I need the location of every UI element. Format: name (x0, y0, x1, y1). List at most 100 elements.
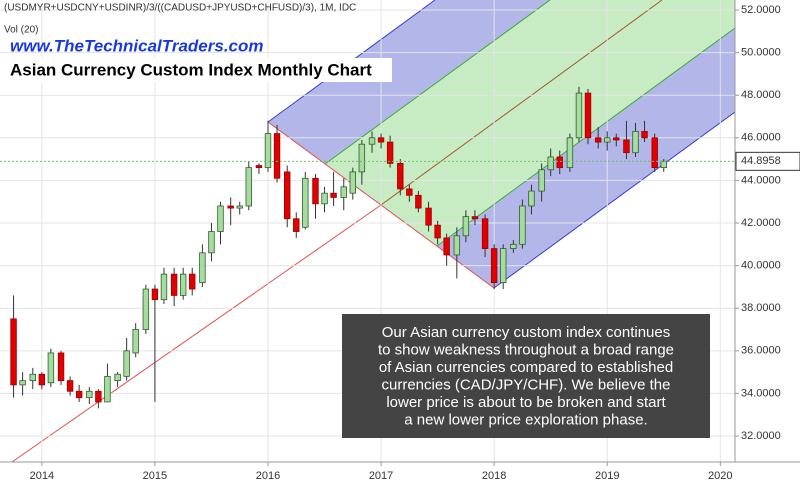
pitchfork-handle (11, 204, 382, 463)
x-tick-label: 2014 (30, 470, 54, 482)
last-price-box (735, 151, 800, 171)
candle-body (349, 171, 357, 194)
annotation: Our Asian currency custom index continue… (378, 324, 674, 429)
candle-body (245, 167, 252, 207)
candle-body (47, 352, 55, 384)
symbol: (USDMYR+USDCNY+USDINR)/3/((CADUSD+JPYUSD… (4, 3, 356, 14)
volume-label: Vol (20) (4, 25, 38, 36)
y-tick-label: 38.0000 (741, 302, 781, 314)
y-tick-label: 34.0000 (741, 387, 781, 399)
candle-body (160, 273, 168, 301)
candle-body (358, 143, 366, 173)
candle-body (255, 165, 263, 169)
candle-body (406, 188, 413, 196)
candle-body (538, 169, 545, 192)
annotation-line: a new lower price exploration phase. (404, 411, 647, 428)
y-tick-label: 40.0000 (741, 260, 781, 272)
candle-body (38, 373, 46, 386)
y-tick-label: 50.0000 (741, 47, 781, 59)
candle-body (415, 194, 422, 209)
annotation-line: currencies (CAD/JPY/CHF). We believe the (382, 376, 671, 393)
pitchfork-lower (493, 111, 736, 289)
candle-body (312, 177, 319, 205)
website: www.TheTechnicalTraders.com (10, 36, 264, 55)
y-tick-label: 46.0000 (741, 132, 781, 144)
candle-body (217, 205, 224, 232)
candle-body (189, 273, 196, 290)
candle-body (75, 390, 83, 399)
candle-body (632, 131, 639, 154)
candle-body (623, 139, 630, 154)
candles (10, 86, 667, 409)
candle-body (19, 380, 26, 386)
candle-body (142, 288, 150, 330)
candle-body (293, 218, 300, 232)
candle-body (434, 224, 441, 239)
x-tick-label: 2015 (143, 470, 167, 482)
x-tick-label: 2020 (708, 470, 732, 482)
candle-body (510, 243, 517, 249)
candle-body (330, 192, 337, 198)
y-tick-label: 52.0000 (741, 4, 781, 16)
y-tick-label: 42.0000 (741, 217, 781, 229)
candle-body (528, 190, 535, 207)
pitchfork-inner-band (325, 0, 735, 246)
x-tick-label: 2018 (482, 470, 506, 482)
last-price-label: 44.8958 (741, 155, 781, 167)
candle-body (453, 235, 461, 256)
annotation-line: lower price is about to be broken and st… (386, 394, 666, 411)
candle-body (397, 162, 404, 190)
candle-body (443, 237, 450, 256)
candle-body (547, 156, 554, 171)
candle-body (86, 390, 93, 399)
candle-body (264, 133, 272, 169)
candle-body (132, 329, 139, 354)
candle-body (199, 252, 206, 284)
candle-body (556, 156, 563, 169)
candle-body (386, 141, 394, 164)
candle-body (641, 131, 648, 139)
candle-body (284, 171, 291, 220)
candle-body (66, 380, 74, 392)
candle-body (377, 137, 385, 143)
candle-body (114, 373, 121, 382)
candle-body (566, 137, 574, 169)
candle-body (604, 137, 611, 143)
candle-body (227, 205, 234, 209)
candle-body (95, 390, 102, 403)
candle-body (613, 137, 620, 141)
candle-body (321, 192, 328, 205)
candle-body (208, 231, 215, 254)
candle-body (273, 133, 281, 179)
candle-body (594, 137, 602, 143)
y-tick-label: 48.0000 (741, 89, 781, 101)
candle-body (302, 177, 309, 228)
candle-body (368, 137, 376, 145)
candle-body (462, 216, 470, 237)
candle-body (151, 288, 159, 301)
pitchfork-median (380, 0, 663, 206)
candle-body (575, 92, 583, 139)
candle-body (660, 160, 667, 169)
candle-body (236, 205, 243, 209)
x-tick-label: 2019 (595, 470, 619, 482)
candle-body (471, 216, 479, 220)
candle-body (10, 318, 17, 386)
candle-body (57, 352, 65, 382)
candle-body (179, 273, 187, 296)
chart-title: Asian Currency Custom Index Monthly Char… (10, 60, 372, 79)
annotation-box (342, 314, 710, 438)
title-box (4, 58, 392, 82)
x-tick-label: 2017 (369, 470, 393, 482)
candle-body (123, 350, 130, 377)
candle-body (519, 205, 526, 245)
candle-body (584, 92, 592, 139)
candle-body (29, 373, 36, 382)
candle-body (170, 273, 178, 296)
x-tick-label: 2016 (256, 470, 280, 482)
candle-body (104, 375, 111, 403)
candle-body (499, 248, 507, 284)
candle-body (481, 218, 489, 249)
y-tick-label: 44.0000 (741, 174, 781, 186)
candle-body (425, 207, 432, 226)
